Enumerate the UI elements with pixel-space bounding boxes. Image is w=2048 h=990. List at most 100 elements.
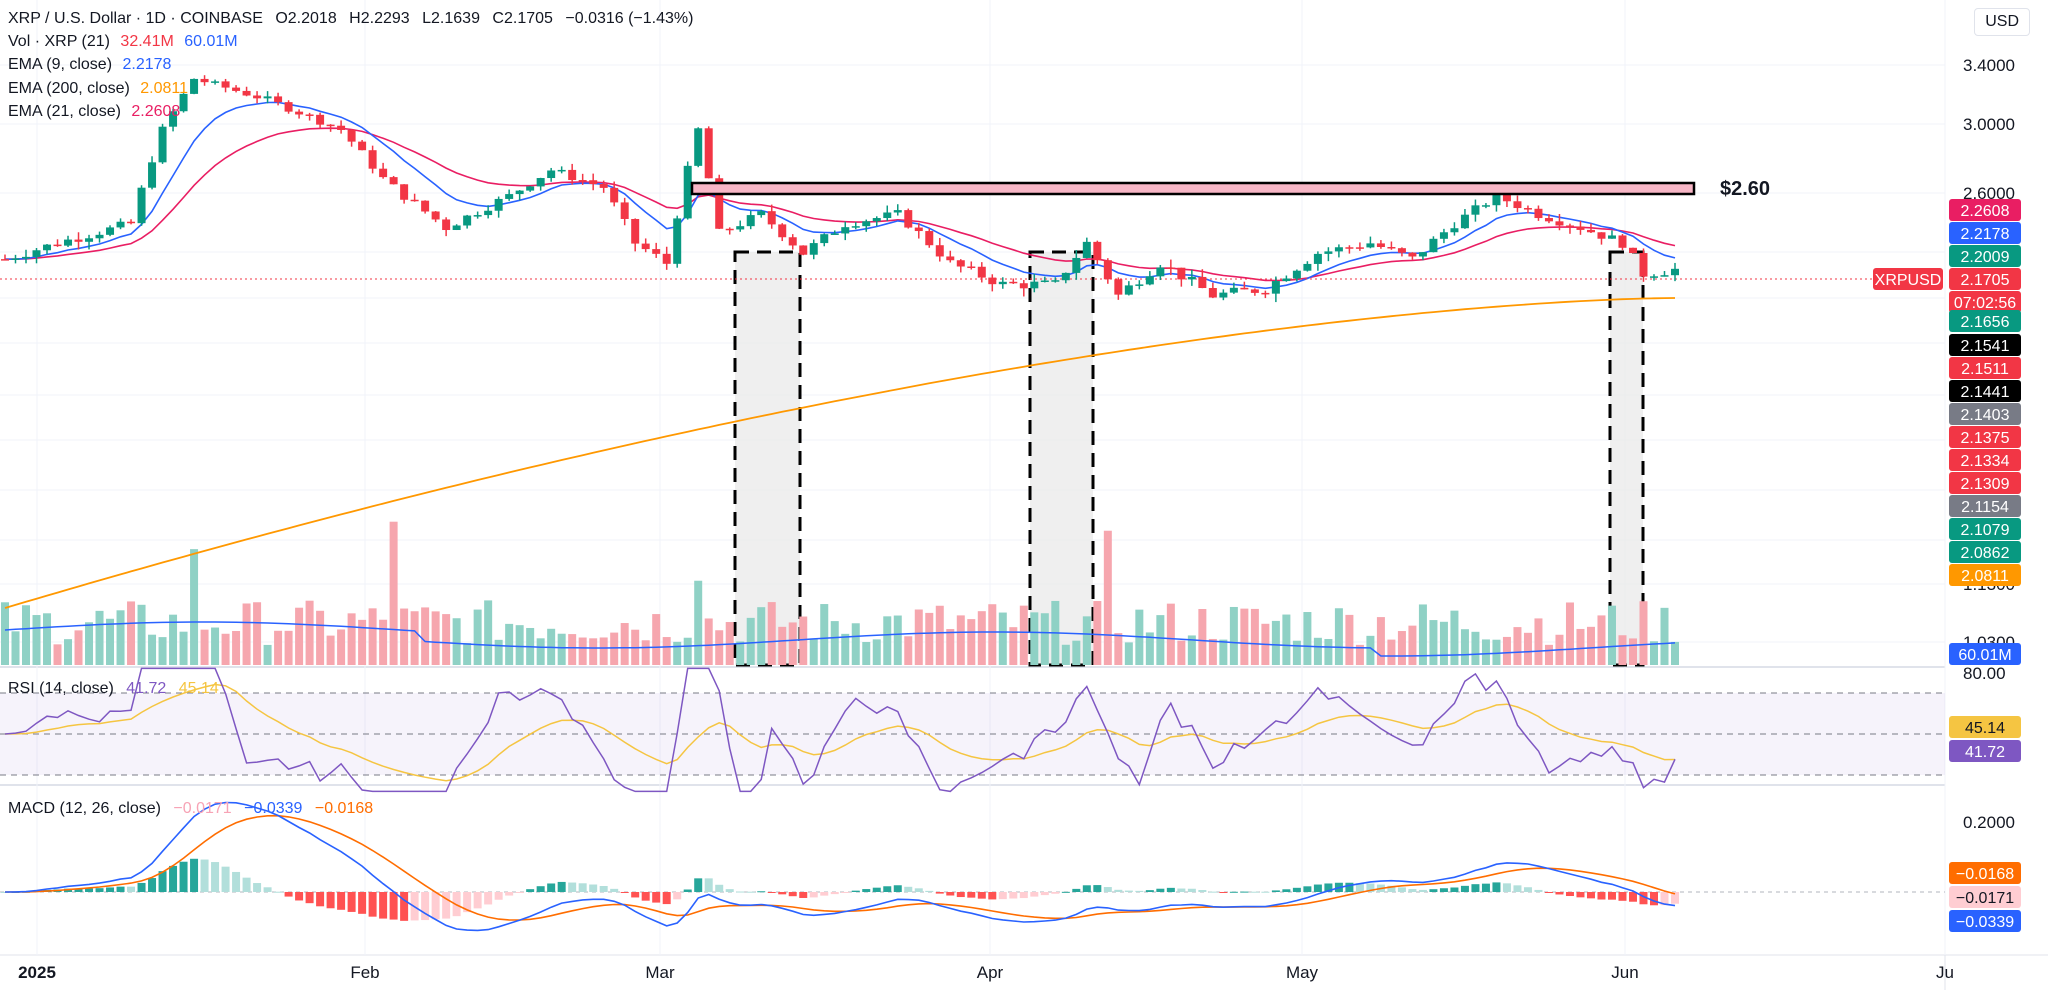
macd-hist-50: [526, 889, 535, 892]
legend-ema9[interactable]: EMA (9, close) 2.2178: [8, 56, 177, 74]
volume-bar-88: [925, 612, 934, 665]
volume-bar-125: [1313, 637, 1322, 665]
rsi-legend[interactable]: RSI (14, close) 41.72 45.14: [8, 680, 227, 698]
volume-bar-40: [421, 607, 430, 665]
macd-hist-25: [263, 887, 272, 892]
macd-hist-106: [1114, 889, 1123, 892]
candle-body-126: [1324, 251, 1333, 254]
candle-body-127: [1334, 247, 1343, 252]
macd-hist-152: [1597, 892, 1606, 900]
candle-body-89: [935, 245, 944, 257]
candle-body-144: [1513, 201, 1522, 209]
macd-hist-22: [232, 871, 241, 892]
volume-bar-7: [74, 630, 83, 665]
candle-body-46: [484, 210, 493, 216]
volume-bar-78: [820, 604, 829, 665]
candle-body-40: [421, 200, 430, 212]
volume-bar-12: [127, 601, 136, 665]
volume-bar-39: [410, 611, 419, 665]
candle-body-13: [137, 187, 146, 224]
candle-body-68: [715, 178, 724, 229]
macd-hist-74: [778, 892, 787, 895]
open-value: O2.2018: [275, 10, 337, 27]
price-tick-2: 2.6000: [1963, 184, 2015, 203]
macd-hist-115: [1208, 891, 1217, 893]
price-badge-16: 2.0862: [1961, 545, 2010, 562]
macd-hist-61: [641, 892, 650, 901]
price-badge-bg-17: [1949, 564, 2021, 586]
macd-hist-93: [977, 892, 986, 899]
candle-body-30: [316, 114, 325, 125]
macd-hist-31: [326, 892, 335, 909]
macd-hist-91: [956, 892, 965, 898]
price-badge-bg-15: [1949, 518, 2021, 540]
candle-body-121: [1271, 281, 1280, 294]
macd-hist-68: [715, 884, 724, 892]
macd-hist-67: [704, 878, 713, 892]
volume-bar-133: [1397, 631, 1406, 665]
macd-hist-79: [830, 892, 839, 895]
volume-bar-118: [1240, 608, 1249, 665]
candle-body-142: [1492, 192, 1501, 206]
macd-hist-65: [683, 889, 692, 892]
macd-hist-147: [1544, 892, 1553, 893]
candle-body-120: [1261, 292, 1270, 295]
candle-body-28: [295, 111, 304, 115]
volume-bar-91: [956, 615, 965, 665]
legend-ema21[interactable]: EMA (21, close) 2.2608: [8, 103, 186, 121]
volume-bar-6: [64, 639, 73, 665]
volume-bar-121: [1271, 620, 1280, 665]
macd-hist-105: [1103, 887, 1112, 892]
macd-hist-47: [494, 892, 503, 900]
macd-legend[interactable]: MACD (12, 26, close) −0.0171 −0.0339 −0.…: [8, 800, 381, 818]
candle-body-133: [1397, 248, 1406, 253]
macd-hist-75: [788, 892, 797, 897]
price-tick-0: 3.4000: [1963, 56, 2015, 75]
macd-hist-23: [242, 877, 251, 892]
candle-body-107: [1124, 285, 1133, 295]
candle-body-135: [1418, 252, 1427, 257]
volume-bar-149: [1565, 602, 1574, 665]
macd-hist-51: [536, 886, 545, 892]
candle-body-82: [862, 221, 871, 227]
currency-button[interactable]: USD: [1974, 8, 2030, 36]
symbol-name: XRP / U.S. Dollar · 1D · COINBASE: [8, 10, 263, 27]
candle-body-112: [1177, 267, 1186, 280]
candle-body-0: [1, 259, 9, 261]
volume-bar-15: [158, 637, 167, 665]
volume-bar-131: [1376, 617, 1385, 665]
candle-body-86: [904, 210, 913, 228]
price-badge-bg-4: [1949, 268, 2021, 290]
candle-body-136: [1429, 238, 1438, 253]
price-badge-7: 2.1541: [1961, 338, 2010, 355]
candle-body-33: [347, 129, 356, 142]
time-label-3: Apr: [977, 963, 1004, 982]
macd-hist-66: [694, 878, 703, 892]
candle-body-15: [158, 126, 167, 163]
macd-hist-57: [599, 886, 608, 892]
candle-body-77: [809, 243, 818, 255]
candle-body-80: [841, 227, 850, 234]
candle-body-41: [431, 211, 440, 220]
volume-bar-4: [43, 613, 52, 665]
candle-body-159: [1671, 268, 1679, 276]
volume-bar-55: [578, 637, 587, 665]
volume-bar-117: [1229, 606, 1238, 665]
macd-hist-107: [1124, 890, 1133, 892]
volume-bar-5: [53, 644, 62, 665]
volume-bar-87: [914, 609, 923, 665]
candle-body-10: [106, 227, 115, 235]
volume-bar-124: [1303, 612, 1312, 665]
macd-hist-15: [158, 871, 167, 892]
highlight-zone-2: [1608, 250, 1645, 667]
candle-body-88: [925, 231, 934, 246]
legend-volume[interactable]: Vol · XRP (21) 32.41M 60.01M: [8, 33, 244, 51]
volume-bar-99: [1040, 613, 1049, 665]
macd-hist-97: [1019, 892, 1028, 899]
price-badge-11: 2.1375: [1961, 430, 2010, 447]
volume-bar-145: [1523, 632, 1532, 665]
legend-ema200[interactable]: EMA (200, close) 2.0811: [8, 80, 194, 98]
macd-hist-value: −0.0171: [173, 800, 232, 817]
volume-bar-76: [799, 616, 808, 665]
